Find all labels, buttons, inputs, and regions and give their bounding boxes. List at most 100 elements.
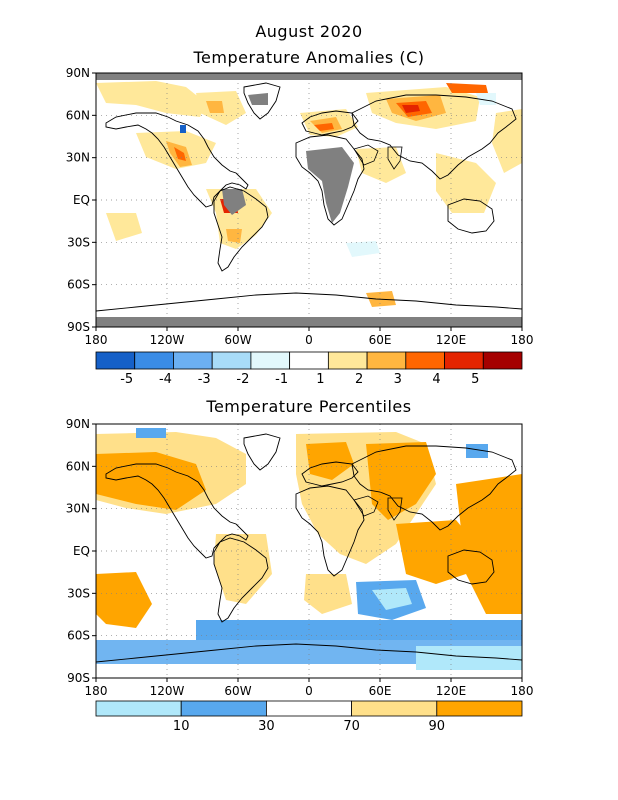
gridlines (96, 424, 522, 678)
lon-tick-label: 120E (436, 333, 467, 347)
colorbar-swatch (265, 700, 352, 717)
colorbar-swatch (482, 351, 523, 370)
colorbar-swatch (134, 351, 174, 370)
lat-tick-label: 60S (67, 629, 90, 643)
colorbar-label: 4 (432, 372, 440, 387)
gridlines (96, 73, 522, 327)
lat-tick-label: EQ (73, 544, 90, 558)
colorbar-swatch (366, 351, 407, 370)
missing-band-south (96, 317, 522, 327)
lat-tick-label: 30N (66, 502, 90, 516)
cool-patch (346, 241, 380, 257)
warm-patch (314, 123, 334, 131)
percentile-map (95, 423, 523, 679)
colorbar-swatch (95, 351, 136, 370)
lon-tick-label: 60W (224, 684, 251, 698)
colorbar-label: -2 (236, 372, 249, 387)
cool-patch (136, 428, 166, 438)
lat-tick-label: 90S (67, 671, 90, 685)
cool-patch (466, 444, 488, 458)
cool-patch (180, 125, 186, 133)
lon-tick-label: 60E (369, 333, 392, 347)
colorbar-swatch (95, 700, 182, 717)
colorbar-swatch (180, 700, 267, 717)
lat-tick-label: 60S (67, 278, 90, 292)
colorbar-label: 3 (394, 372, 402, 387)
percentile-lon-ticks: 180 120W 60W 0 60E 120E 180 (85, 678, 534, 698)
lon-tick-label: 60W (224, 333, 251, 347)
colorbar-swatch (351, 700, 438, 717)
warm-patch (456, 474, 522, 614)
panel1-title: Temperature Anomalies (C) (193, 48, 425, 67)
missing-africa (306, 147, 354, 223)
colorbar-swatch (289, 351, 329, 370)
anomaly-colorbar: -5 -4 -3 -2 -1 1 2 3 4 5 (95, 351, 523, 387)
panel2-title: Temperature Percentiles (206, 397, 412, 416)
cool-patch (416, 646, 522, 670)
colorbar-label: 70 (343, 719, 360, 734)
lat-tick-label: 30S (67, 235, 90, 249)
warm-patch (96, 572, 152, 628)
warm-patch (366, 442, 436, 520)
warm-patch (306, 442, 354, 480)
anomaly-lon-ticks: 180 120W 60W 0 60E 120E 180 (85, 327, 534, 347)
colorbar-label: -5 (120, 372, 133, 387)
colorbar-swatch (250, 351, 291, 370)
cool-patch (96, 640, 522, 664)
warm-patch (396, 520, 476, 584)
lat-tick-label: 30S (67, 586, 90, 600)
missing-greenland (248, 93, 268, 105)
colorbar-label: -1 (275, 372, 288, 387)
lon-tick-label: 180 (85, 684, 108, 698)
colorbar-label: 5 (471, 372, 479, 387)
lon-tick-label: 180 (511, 684, 534, 698)
missing-band-north (96, 73, 522, 80)
lon-tick-label: 0 (305, 684, 313, 698)
colorbar-swatch (436, 700, 523, 717)
colorbar-swatch (211, 351, 252, 370)
lon-tick-label: 120W (150, 684, 185, 698)
colorbar-label: 30 (258, 719, 275, 734)
lat-tick-label: 60N (66, 108, 90, 122)
colorbar-label: 2 (355, 372, 363, 387)
lat-tick-label: 90N (66, 66, 90, 80)
percentile-lat-ticks: 90N 60N 30N EQ 30S 60S 90S (66, 417, 96, 685)
warm-patch (402, 105, 420, 113)
warm-patch (96, 81, 206, 117)
warm-patch (206, 101, 224, 113)
colorbar-swatch (405, 351, 445, 370)
colorbar-swatch (327, 351, 368, 370)
warm-patch (226, 229, 242, 243)
colorbar-swatch (173, 351, 213, 370)
warm-patch (174, 147, 186, 161)
missing-southamerica (222, 189, 246, 215)
lon-tick-label: 180 (85, 333, 108, 347)
warm-patch (106, 213, 142, 241)
colorbar-label: 1 (316, 372, 324, 387)
lat-tick-label: EQ (73, 193, 90, 207)
lon-tick-label: 0 (305, 333, 313, 347)
cool-patch (476, 93, 496, 105)
warm-patch (446, 83, 488, 93)
percentile-colorbar: 10 30 70 90 (95, 700, 523, 734)
warm-patch (492, 109, 522, 173)
colorbar-label: 10 (173, 719, 190, 734)
figure-title: August 2020 (255, 22, 363, 41)
warm-patch (304, 574, 352, 614)
colorbar-swatch (444, 351, 484, 370)
lon-tick-label: 60E (369, 684, 392, 698)
colorbar-label: -4 (159, 372, 172, 387)
warm-patch (356, 147, 406, 183)
lon-tick-label: 180 (511, 333, 534, 347)
anomaly-map (95, 72, 523, 328)
lat-tick-label: 90S (67, 320, 90, 334)
anomaly-lat-ticks: 90N 60N 30N EQ 30S 60S 90S (66, 66, 96, 334)
colorbar-label: 90 (429, 719, 446, 734)
lon-tick-label: 120E (436, 684, 467, 698)
colorbar-label: -3 (198, 372, 211, 387)
lon-tick-label: 120W (150, 333, 185, 347)
lat-tick-label: 60N (66, 459, 90, 473)
lat-tick-label: 30N (66, 151, 90, 165)
lat-tick-label: 90N (66, 417, 90, 431)
